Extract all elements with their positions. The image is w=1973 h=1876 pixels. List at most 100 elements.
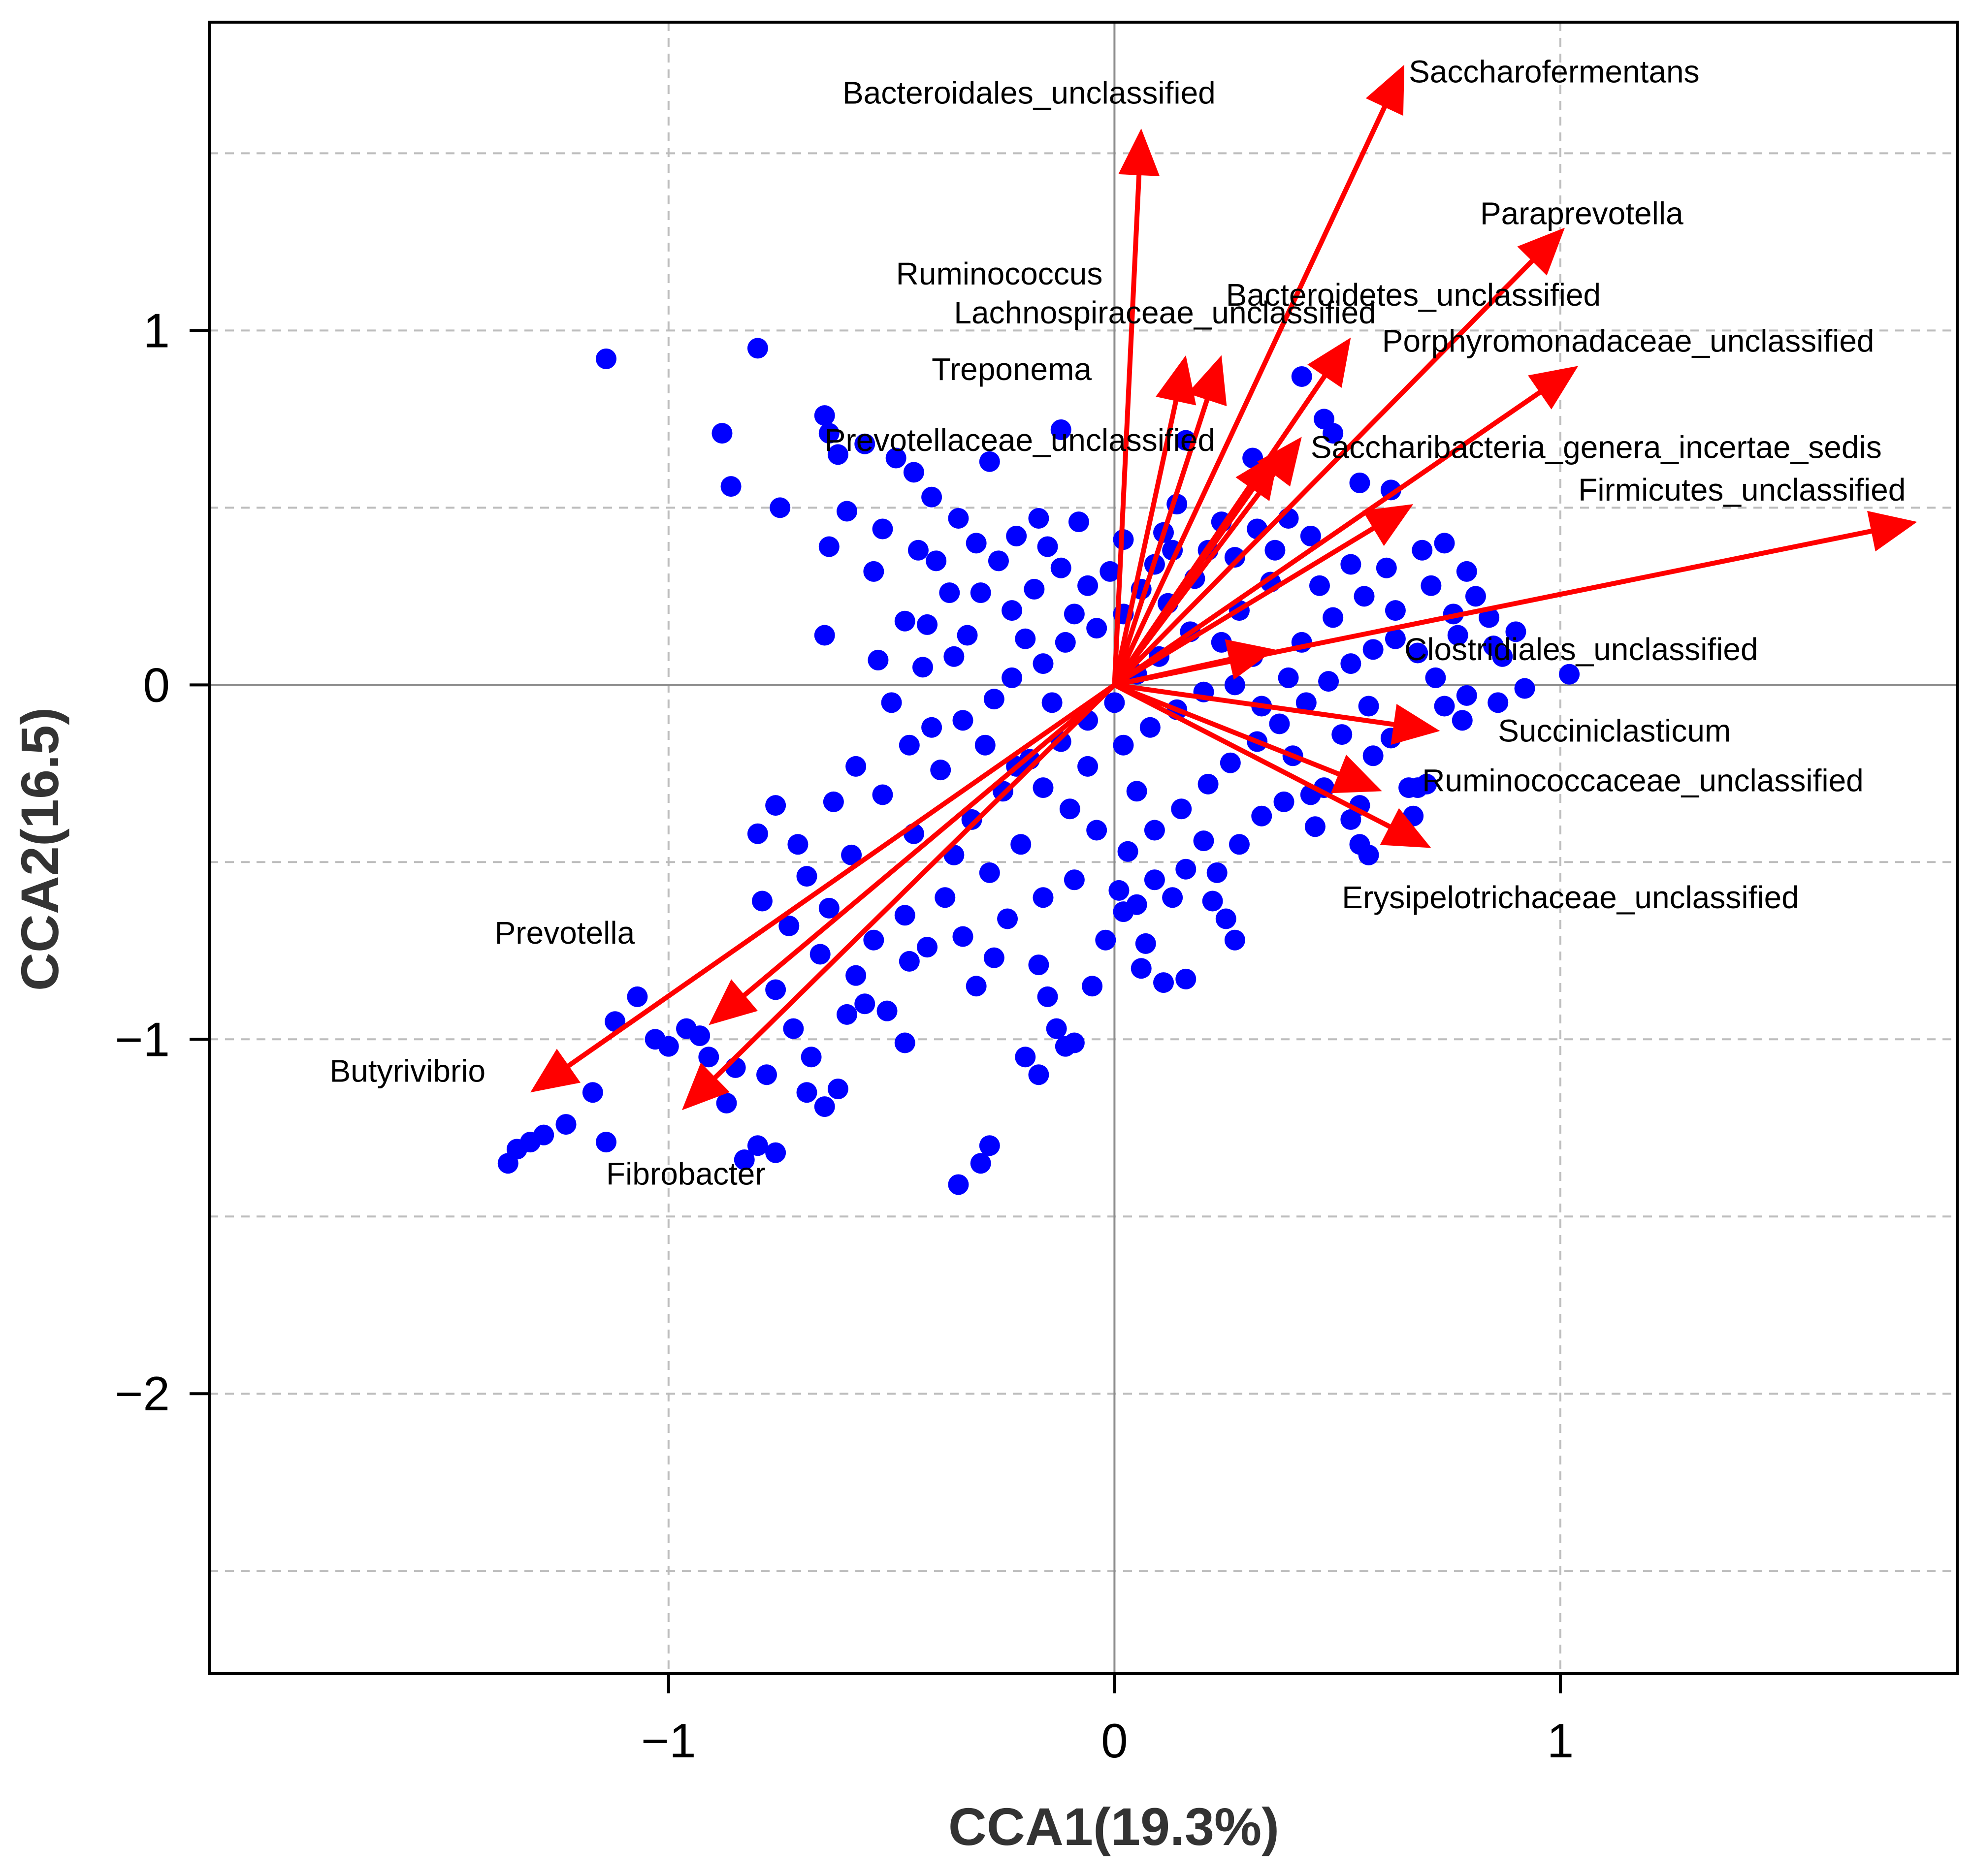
sample-point bbox=[1304, 816, 1326, 837]
sample-point bbox=[747, 338, 768, 359]
arrow-shaft bbox=[566, 682, 1117, 1068]
sample-point bbox=[881, 692, 902, 713]
sample-point bbox=[1331, 724, 1353, 745]
sample-point bbox=[1153, 972, 1174, 993]
sample-point bbox=[917, 937, 938, 958]
sample-point bbox=[1202, 890, 1223, 912]
arrow-shaft bbox=[1112, 172, 1142, 688]
sample-point bbox=[885, 447, 906, 469]
sample-point bbox=[778, 915, 800, 936]
sample-point bbox=[845, 965, 867, 986]
sample-point bbox=[1086, 618, 1107, 639]
arrow-head bbox=[1867, 510, 1917, 552]
sample-point bbox=[747, 1135, 768, 1156]
sample-point bbox=[1278, 667, 1299, 688]
sample-point bbox=[1033, 887, 1054, 908]
species-label: Bacteroidetes_unclassified bbox=[1226, 277, 1601, 313]
arrow-shaft bbox=[1112, 526, 1376, 688]
sample-point bbox=[595, 1132, 616, 1153]
plot-frame bbox=[208, 21, 1959, 1675]
sample-point bbox=[1050, 419, 1071, 440]
sample-point bbox=[997, 908, 1018, 929]
sample-point bbox=[863, 929, 884, 951]
sample-point bbox=[689, 1025, 711, 1047]
sample-point bbox=[983, 689, 1004, 710]
sample-point bbox=[917, 614, 938, 635]
sample-point bbox=[1113, 734, 1134, 756]
sample-point bbox=[1340, 809, 1361, 830]
sample-point bbox=[1380, 479, 1401, 501]
sample-point bbox=[1015, 628, 1036, 649]
sample-point bbox=[595, 348, 616, 369]
sample-point bbox=[948, 508, 969, 529]
sample-point bbox=[974, 734, 996, 756]
sample-point bbox=[818, 897, 840, 919]
sample-point bbox=[1037, 536, 1058, 557]
arrow-head bbox=[1118, 128, 1160, 176]
arrow-head bbox=[1330, 755, 1382, 794]
sample-point bbox=[720, 476, 742, 497]
species-label: Treponema bbox=[932, 351, 1092, 387]
arrow-shaft bbox=[1112, 397, 1210, 688]
sample-point bbox=[1064, 869, 1085, 890]
sample-point bbox=[979, 862, 1000, 883]
sample-point bbox=[1215, 908, 1236, 929]
sample-point bbox=[1002, 667, 1023, 688]
sample-point bbox=[921, 486, 942, 508]
arrow-shaft bbox=[1112, 682, 1341, 777]
y-tick-label: 0 bbox=[143, 658, 170, 712]
sample-point bbox=[948, 1174, 969, 1195]
sample-point bbox=[979, 451, 1000, 472]
sample-point bbox=[765, 1142, 786, 1163]
sample-point bbox=[734, 1149, 755, 1171]
sample-point bbox=[970, 1153, 991, 1174]
sample-point bbox=[1425, 667, 1446, 688]
sample-point bbox=[939, 582, 960, 604]
sample-point bbox=[872, 784, 893, 805]
species-label: Fibrobacter bbox=[606, 1156, 766, 1191]
sample-point bbox=[1251, 805, 1272, 827]
arrow-shaft bbox=[1112, 682, 1392, 829]
sample-point bbox=[1354, 586, 1375, 607]
sample-point bbox=[1224, 929, 1245, 951]
sample-point bbox=[966, 533, 987, 554]
sample-point bbox=[1144, 869, 1165, 890]
species-label: Erysipelotrichaceae_unclassified bbox=[1342, 880, 1799, 915]
sample-point bbox=[1385, 628, 1406, 649]
sample-point bbox=[1033, 653, 1054, 674]
sample-point bbox=[765, 795, 786, 816]
sample-point bbox=[1193, 830, 1214, 852]
sample-point bbox=[1206, 862, 1228, 883]
sample-point bbox=[1407, 777, 1428, 798]
species-arrows bbox=[530, 64, 1917, 1111]
sample-point bbox=[1452, 710, 1473, 731]
sample-point bbox=[1197, 773, 1219, 795]
y-axis-title: CCA2(16.5) bbox=[10, 707, 69, 991]
sample-point bbox=[894, 1032, 915, 1053]
sample-point bbox=[1376, 557, 1397, 578]
sample-point bbox=[645, 1029, 666, 1050]
sample-point bbox=[1041, 692, 1063, 713]
sample-point bbox=[716, 1092, 737, 1113]
sample-point bbox=[1050, 557, 1071, 578]
arrow-shaft bbox=[1112, 682, 1396, 727]
sample-point bbox=[1055, 632, 1076, 653]
sample-point bbox=[961, 809, 982, 830]
sample-point bbox=[1323, 607, 1344, 628]
sample-point bbox=[1126, 781, 1147, 802]
sample-point bbox=[863, 561, 884, 582]
sample-point bbox=[1264, 540, 1286, 561]
sample-point bbox=[1323, 423, 1344, 444]
x-tick-label: 1 bbox=[1547, 1714, 1574, 1768]
arrow-head bbox=[681, 1062, 730, 1111]
sample-point bbox=[907, 540, 929, 561]
sample-point bbox=[582, 1082, 603, 1103]
sample-point bbox=[894, 905, 915, 926]
sample-point bbox=[1385, 600, 1406, 621]
sample-point bbox=[1407, 642, 1428, 664]
sample-point bbox=[1358, 844, 1379, 865]
sample-point bbox=[926, 550, 947, 572]
sample-point bbox=[1273, 791, 1294, 812]
species-label: Saccharofermentans bbox=[1409, 54, 1700, 89]
arrow-head bbox=[1365, 64, 1405, 116]
